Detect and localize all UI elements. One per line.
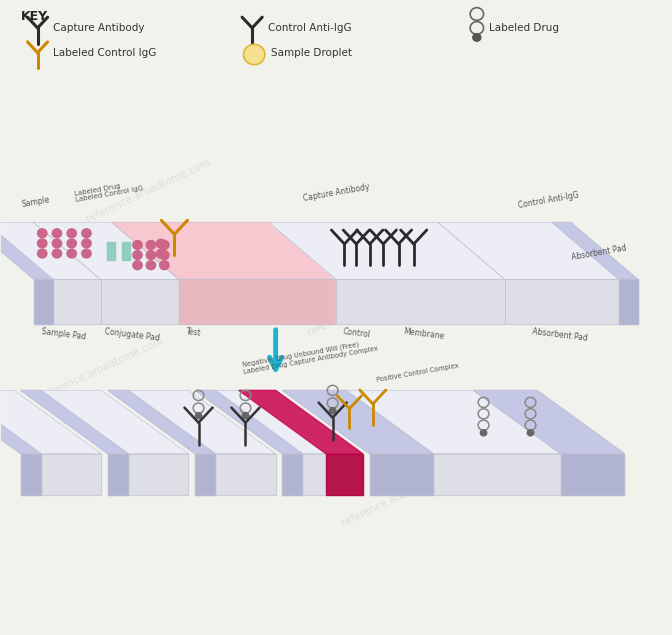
Polygon shape — [282, 454, 363, 495]
Text: Labeled Control IgG: Labeled Control IgG — [53, 48, 157, 58]
Text: reference.aroadtome.com: reference.aroadtome.com — [339, 462, 466, 528]
Polygon shape — [21, 391, 128, 454]
Polygon shape — [552, 222, 638, 279]
Circle shape — [329, 408, 336, 413]
Polygon shape — [336, 279, 505, 324]
Circle shape — [242, 413, 249, 418]
Circle shape — [157, 239, 166, 248]
Polygon shape — [34, 279, 101, 324]
Polygon shape — [108, 391, 215, 454]
Polygon shape — [101, 279, 179, 324]
Polygon shape — [21, 391, 188, 454]
Polygon shape — [438, 222, 638, 279]
Polygon shape — [195, 391, 302, 454]
Circle shape — [67, 239, 77, 248]
Circle shape — [38, 229, 47, 237]
Polygon shape — [34, 222, 179, 279]
Text: KEY: KEY — [21, 10, 48, 23]
Circle shape — [67, 229, 77, 237]
Circle shape — [196, 413, 202, 418]
Polygon shape — [0, 222, 101, 279]
Text: Control Anti-IgG: Control Anti-IgG — [517, 190, 579, 210]
Circle shape — [52, 239, 62, 248]
Polygon shape — [195, 454, 215, 495]
Polygon shape — [370, 454, 624, 495]
Circle shape — [160, 261, 169, 270]
Bar — [122, 242, 130, 260]
Circle shape — [160, 251, 169, 260]
Text: Labeled Drug: Labeled Drug — [489, 23, 559, 33]
Circle shape — [82, 229, 91, 237]
Polygon shape — [282, 454, 302, 495]
Polygon shape — [0, 391, 41, 454]
Polygon shape — [560, 454, 624, 495]
Polygon shape — [112, 222, 336, 279]
Polygon shape — [0, 222, 53, 279]
Polygon shape — [179, 279, 336, 324]
Circle shape — [38, 249, 47, 258]
Polygon shape — [282, 391, 433, 454]
Polygon shape — [370, 454, 433, 495]
Circle shape — [82, 249, 91, 258]
Text: Positive Control Complex: Positive Control Complex — [376, 363, 460, 383]
Circle shape — [146, 251, 156, 260]
Circle shape — [67, 249, 77, 258]
Polygon shape — [239, 391, 363, 454]
Circle shape — [38, 239, 47, 248]
Circle shape — [52, 229, 62, 237]
Text: Labeled Drug
Labeled Control IgG: Labeled Drug Labeled Control IgG — [74, 178, 144, 203]
Circle shape — [52, 249, 62, 258]
Polygon shape — [21, 454, 101, 495]
Polygon shape — [326, 454, 363, 495]
Polygon shape — [195, 454, 276, 495]
Text: Control Anti-IgG: Control Anti-IgG — [267, 23, 351, 33]
Text: Capture Antibody: Capture Antibody — [302, 183, 370, 203]
Bar — [108, 242, 116, 260]
Polygon shape — [21, 454, 41, 495]
Text: Capture Antibody: Capture Antibody — [53, 23, 144, 33]
Text: Sample Droplet: Sample Droplet — [271, 48, 352, 58]
Circle shape — [528, 430, 534, 436]
Polygon shape — [108, 454, 128, 495]
Circle shape — [157, 250, 166, 258]
Polygon shape — [195, 391, 363, 454]
Polygon shape — [108, 454, 188, 495]
Text: reference.aroadtome.com: reference.aroadtome.com — [306, 272, 433, 338]
Polygon shape — [282, 391, 624, 454]
Circle shape — [133, 241, 142, 250]
Text: Control: Control — [343, 327, 372, 339]
Text: reference.aroadtome.com: reference.aroadtome.com — [85, 157, 212, 224]
Circle shape — [160, 241, 169, 250]
Polygon shape — [269, 222, 505, 279]
Text: Conjugate Pad: Conjugate Pad — [104, 327, 160, 343]
Circle shape — [133, 251, 142, 260]
Text: reference.aroadtome.com: reference.aroadtome.com — [38, 335, 165, 401]
Text: Sample: Sample — [21, 195, 50, 208]
Text: Absorbent Pad: Absorbent Pad — [571, 244, 627, 262]
Text: Negative: Drug Unbound Will (Free)
Labeled Drug Capture Antibody Complex: Negative: Drug Unbound Will (Free) Label… — [242, 338, 379, 375]
Circle shape — [146, 261, 156, 270]
Text: Test: Test — [185, 327, 202, 338]
Polygon shape — [0, 391, 101, 454]
Polygon shape — [474, 391, 624, 454]
Text: Absorbent Pad: Absorbent Pad — [532, 327, 588, 343]
Polygon shape — [619, 279, 638, 324]
Circle shape — [133, 261, 142, 270]
Circle shape — [243, 44, 265, 65]
Circle shape — [146, 241, 156, 250]
Circle shape — [473, 34, 481, 41]
Circle shape — [82, 239, 91, 248]
Polygon shape — [34, 279, 53, 324]
Polygon shape — [108, 391, 276, 454]
Text: Membrane: Membrane — [403, 327, 445, 341]
Text: Sample Pad: Sample Pad — [41, 327, 87, 342]
Circle shape — [480, 430, 487, 436]
Polygon shape — [505, 279, 638, 324]
